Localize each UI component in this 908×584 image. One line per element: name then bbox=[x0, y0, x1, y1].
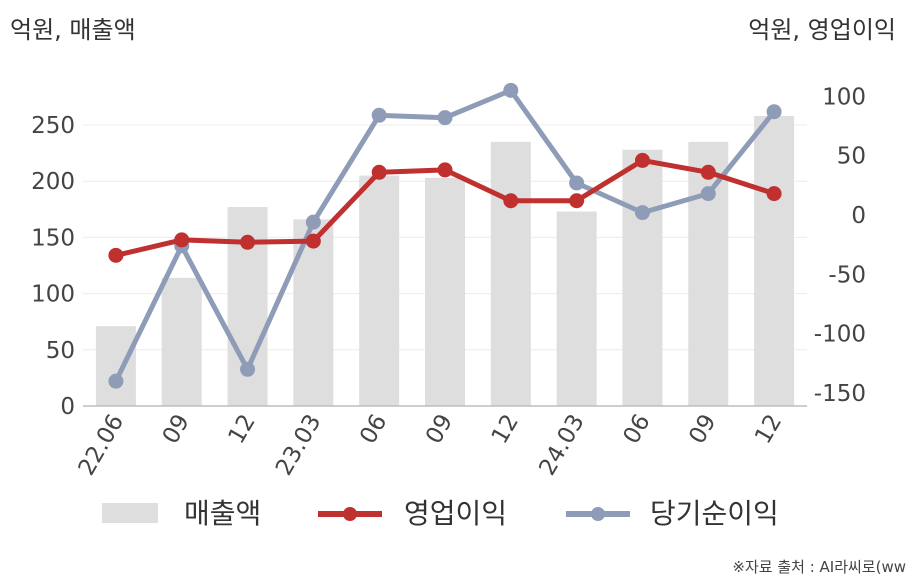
x-axis-tick-label: 22.06 bbox=[74, 410, 129, 480]
series-point bbox=[700, 164, 716, 180]
right-axis-tick-label: 100 bbox=[822, 84, 866, 110]
left-axis-ticks: 0 50 100 150 200 250 bbox=[31, 113, 75, 420]
series-point bbox=[569, 193, 585, 209]
left-axis-tick-label: 200 bbox=[31, 169, 75, 195]
bar-12 bbox=[754, 116, 795, 407]
x-axis-tick-label: 12 bbox=[224, 410, 261, 448]
bar-series bbox=[95, 116, 795, 407]
legend-marker-operating-profit bbox=[343, 507, 357, 521]
series-point bbox=[240, 234, 256, 250]
left-axis-tick-label: 100 bbox=[31, 282, 75, 308]
right-axis-label: 억원, 영업이익 bbox=[748, 16, 896, 44]
legend-label-sales: 매출액 bbox=[184, 497, 261, 530]
series-point bbox=[437, 110, 453, 126]
right-axis-tick-label: -100 bbox=[814, 322, 866, 348]
left-axis-tick-label: 50 bbox=[46, 338, 75, 364]
legend-swatch-sales bbox=[102, 503, 158, 523]
left-axis-label: 억원, 매출액 bbox=[10, 16, 136, 44]
bar-09 bbox=[161, 277, 202, 406]
series-point bbox=[174, 232, 190, 248]
bar-09 bbox=[425, 177, 465, 406]
bar-06 bbox=[622, 149, 663, 406]
left-axis-tick-label: 0 bbox=[60, 394, 75, 420]
source-note: ※자료 출처 : AI라씨로(ww bbox=[732, 558, 906, 576]
series-point bbox=[700, 186, 716, 202]
series-point bbox=[569, 175, 585, 191]
legend: 매출액 영업이익 당기순이익 bbox=[102, 497, 779, 530]
series-point bbox=[766, 186, 782, 202]
left-axis-tick-label: 150 bbox=[31, 225, 75, 251]
legend-label-operating-profit: 영업이익 bbox=[404, 497, 507, 530]
series-point bbox=[305, 214, 321, 230]
series-point bbox=[371, 164, 387, 180]
right-axis-tick-label: 50 bbox=[837, 144, 866, 170]
x-axis-ticks: 22.06 09 12 23.03 06 09 12 24.03 06 09 12 bbox=[74, 410, 788, 480]
x-axis-tick-label: 12 bbox=[487, 410, 524, 448]
series-point bbox=[371, 107, 387, 123]
legend-label-net-income: 당기순이익 bbox=[650, 497, 779, 530]
right-axis-tick-label: -50 bbox=[828, 262, 866, 288]
bar-06 bbox=[359, 175, 400, 406]
left-axis-tick-label: 250 bbox=[31, 113, 75, 139]
x-axis-tick-label: 24.03 bbox=[534, 410, 589, 480]
line-series bbox=[108, 82, 782, 389]
x-axis-tick-label: 09 bbox=[684, 410, 721, 448]
bar-12 bbox=[490, 141, 531, 407]
x-axis-tick-label: 09 bbox=[421, 410, 458, 448]
series-point bbox=[766, 104, 782, 120]
x-axis-tick-label: 23.03 bbox=[271, 410, 326, 480]
series-point bbox=[108, 247, 124, 263]
series-point bbox=[437, 162, 453, 178]
series-point bbox=[634, 205, 650, 221]
x-axis-tick-label: 12 bbox=[750, 410, 787, 448]
bar-22.06 bbox=[95, 326, 136, 406]
series-point bbox=[240, 361, 256, 377]
x-axis-tick-label: 09 bbox=[158, 410, 195, 448]
series-point bbox=[503, 82, 519, 98]
bar-09 bbox=[688, 141, 729, 407]
x-axis-tick-label: 06 bbox=[355, 410, 392, 448]
right-axis-tick-label: -150 bbox=[814, 381, 866, 407]
right-axis-ticks: -150 -100 -50 0 50 100 bbox=[814, 84, 866, 407]
series-point bbox=[108, 373, 124, 389]
series-point bbox=[634, 152, 650, 168]
x-axis-tick-label: 06 bbox=[618, 410, 655, 448]
series-point bbox=[305, 233, 321, 249]
bar-24.03 bbox=[556, 211, 597, 406]
right-axis-tick-label: 0 bbox=[851, 203, 866, 229]
legend-marker-net-income bbox=[591, 507, 605, 521]
series-point bbox=[503, 193, 519, 209]
